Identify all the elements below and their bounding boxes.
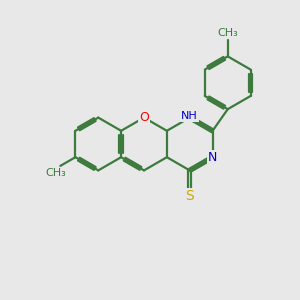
Text: N: N — [208, 151, 217, 164]
Text: S: S — [185, 190, 194, 203]
Text: CH₃: CH₃ — [46, 168, 66, 178]
Text: CH₃: CH₃ — [218, 28, 238, 38]
Text: O: O — [139, 111, 149, 124]
Text: NH: NH — [182, 111, 198, 121]
